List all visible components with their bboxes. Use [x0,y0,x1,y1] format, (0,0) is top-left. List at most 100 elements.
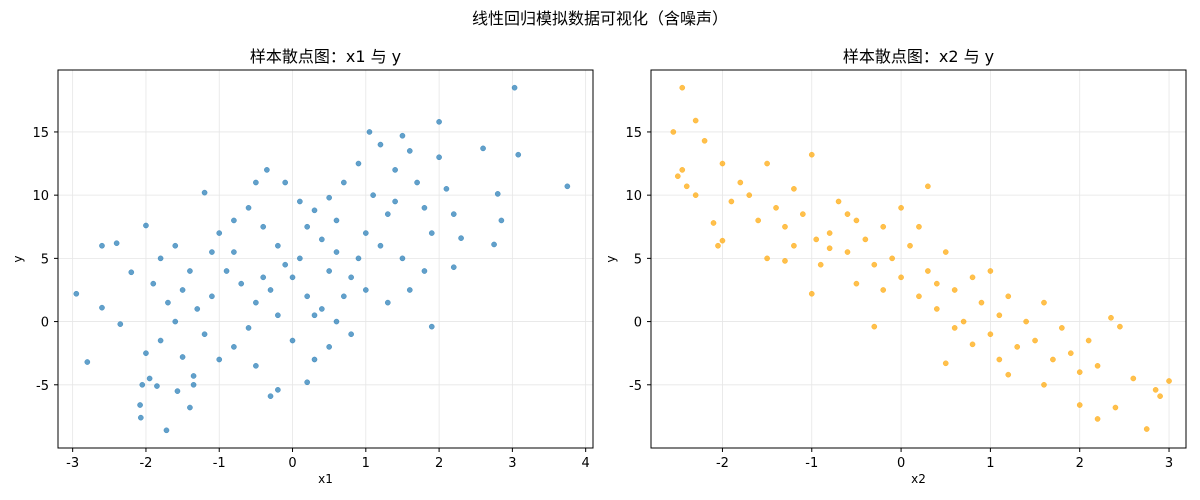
data-point [304,293,311,300]
data-point [692,117,699,124]
data-point [304,223,311,230]
data-point [370,192,376,199]
data-point [511,84,518,91]
data-point [817,261,824,268]
x-tick-label: -3 [66,456,79,471]
data-point [1157,393,1163,400]
data-point [853,217,860,224]
data-point [670,129,677,135]
data-point [1050,356,1056,363]
data-point [165,299,171,306]
data-point [1076,369,1083,375]
data-point [436,118,442,125]
data-point [791,185,797,192]
data-point [942,249,949,255]
data-point [960,318,967,325]
data-point [143,350,149,357]
data-point [113,240,120,247]
data-point [216,230,223,236]
data-point [163,427,170,434]
data-point [216,356,223,363]
data-point [436,154,442,161]
data-point [728,198,735,205]
y-axis-label: y [604,255,618,262]
data-point [1005,293,1012,300]
data-point [406,148,413,154]
subplot-x1-vs-y: -3 -2 -1 0 1 2 3 4 -5 0 5 10 15 样本散点图：x1 与 y x1 y [11,47,594,486]
data-point [1108,314,1114,321]
x-tick-label: 0 [897,456,905,471]
data-point [1059,325,1065,331]
data-point [853,280,860,287]
y-tick-label: -5 [36,379,49,394]
data-point [209,293,215,300]
data-point [231,217,237,224]
data-point [282,261,289,268]
data-point [715,242,721,249]
data-point [889,255,896,262]
x-tick-label: 2 [435,456,443,471]
data-point [296,198,303,205]
data-point [154,383,160,389]
x-tick-label: -2 [716,456,729,471]
data-point [414,179,420,186]
y-tick-label: 0 [41,316,49,331]
data-point [987,331,994,338]
data-point [275,386,281,393]
data-point [253,299,259,306]
data-point [201,331,208,338]
data-point [311,207,318,214]
data-point [1085,337,1092,344]
data-point [450,264,457,271]
data-point [813,236,820,243]
data-point [99,242,105,249]
data-point [683,183,690,190]
data-point [826,245,833,252]
data-point [146,375,153,382]
x-tick-label: -1 [213,456,226,471]
data-point [245,325,252,331]
data-point [969,341,976,348]
y-tick-label: -5 [629,379,642,394]
data-point [835,198,842,205]
axes-frame [650,69,1187,449]
x-tick-label: 1 [986,456,994,471]
data-point [987,268,994,274]
data-point [826,230,833,236]
data-point [377,242,384,249]
data-point [231,344,237,350]
data-point [1130,375,1137,382]
data-point [755,217,762,224]
data-point [1023,318,1029,325]
data-point [421,268,428,274]
data-point [260,274,267,281]
data-point [862,236,869,243]
data-point [231,249,237,255]
data-point [746,192,753,199]
data-point [362,287,369,293]
data-point [289,337,296,344]
data-point [1014,344,1021,350]
data-point [978,299,985,306]
x-tick-label: 3 [508,456,516,471]
data-point [143,222,149,229]
data-point [99,304,105,311]
data-point [692,192,699,199]
x-tick-label: 0 [288,456,296,471]
data-point [719,160,726,167]
data-point [871,323,878,330]
data-point [679,167,686,173]
data-point [969,274,976,281]
data-point [1041,299,1047,306]
subplot-title: 样本散点图：x1 与 y [250,47,401,66]
data-point [1166,378,1172,384]
data-point [392,198,398,205]
data-point [719,237,726,244]
data-point [679,84,686,91]
data-point [782,223,788,230]
data-point [907,242,913,249]
data-point [399,132,406,139]
data-point [172,242,179,249]
data-point [333,249,340,255]
data-point [450,211,457,217]
